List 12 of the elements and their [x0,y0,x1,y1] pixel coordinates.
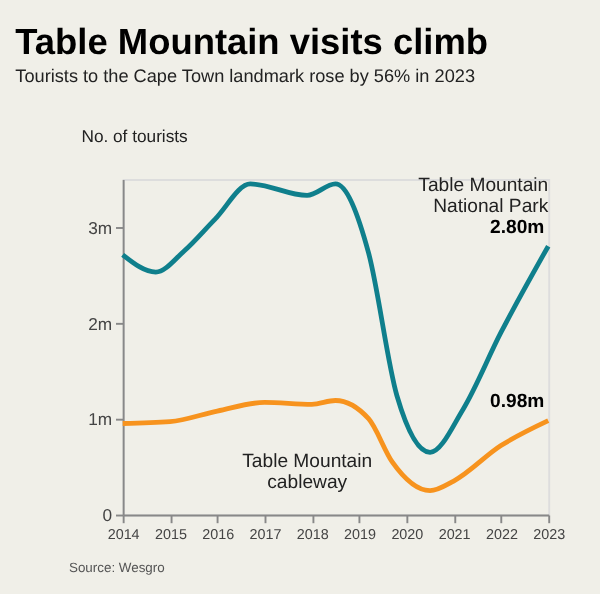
y-tick-label: 1m [88,409,113,430]
y-axis-title: No. of tourists [81,125,188,146]
series-label: Table Mountain National Park [418,174,549,218]
series-label: Table Mountain cableway [242,450,373,494]
chart-subtitle: Tourists to the Cape Town landmark rose by 56% in 2023 [15,66,476,87]
data-label: 2.80m [490,216,545,239]
data-label: 0.98m [490,391,545,414]
y-tick-label: 0 [102,505,113,526]
y-tick-label: 2m [88,313,113,334]
chart-title: Table Mountain visits climb [15,21,489,62]
y-tick-label: 3m [88,217,113,238]
line-series [120,181,551,455]
